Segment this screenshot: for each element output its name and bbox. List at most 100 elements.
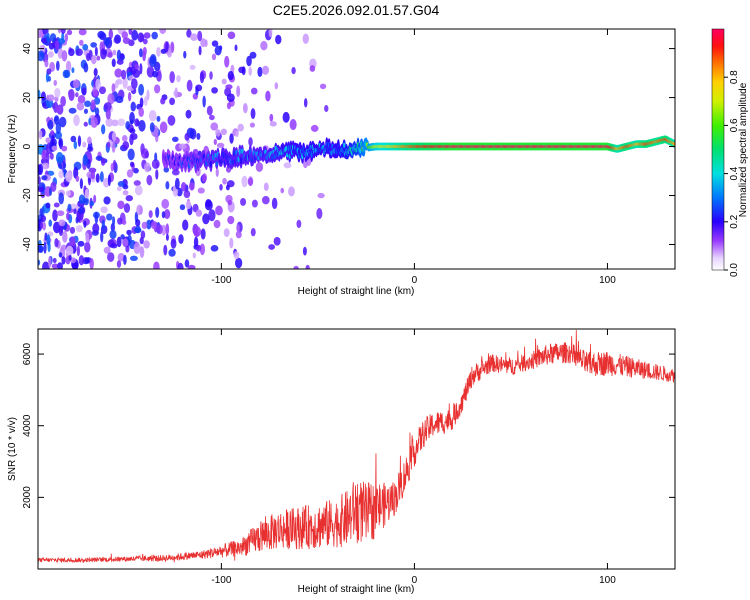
spectrogram-noise-blob	[47, 76, 52, 82]
spectrogram-noise-blob	[81, 87, 87, 96]
spectrogram-noise-blob	[269, 121, 277, 127]
spectrogram-noise-blob	[209, 71, 213, 80]
spectrogram-x-tick-label: 100	[599, 275, 616, 286]
spectrogram-noise-blob	[49, 33, 57, 42]
spectrogram-noise-blob	[122, 77, 128, 89]
spectrogram-noise-blob	[58, 163, 63, 169]
spectrogram-noise-blob	[94, 107, 100, 116]
spectrogram-noise-blob	[169, 97, 176, 106]
spectrogram-noise-blob	[215, 129, 221, 137]
spectrogram-noise-blob	[100, 231, 104, 243]
spectrogram-noise-blob	[41, 175, 48, 181]
spectrogram-noise-blob	[115, 96, 124, 104]
spectrogram-noise-blob	[198, 45, 202, 56]
spectrogram-noise-blob	[58, 224, 64, 237]
spectrogram-noise-blob	[157, 224, 163, 235]
spectrogram-noise-blob	[92, 223, 100, 234]
spectrogram-noise-blob	[58, 170, 64, 179]
spectrogram-noise-blob	[66, 29, 73, 36]
spectrogram-noise-blob	[98, 86, 107, 95]
spectrogram-noise-blob	[77, 240, 85, 247]
chart-title: C2E5.2026.092.01.57.G04	[273, 2, 440, 18]
spectrogram-noise-blob	[227, 200, 232, 206]
spectrogram-noise-blob	[210, 244, 219, 252]
spectrogram-noise-blob	[70, 257, 77, 264]
spectrogram-noise-blob	[41, 162, 50, 170]
spectrogram-noise-blob	[249, 51, 257, 59]
spectrogram-noise-blob	[123, 203, 131, 213]
spectrogram-noise-blob	[138, 83, 145, 96]
spectrogram-noise-blob	[146, 89, 150, 101]
spectrogram-ridge-core	[234, 159, 237, 165]
spectrogram-noise-blob	[201, 173, 207, 183]
spectrogram-noise-blob	[152, 70, 159, 78]
spectrogram-noise-blob	[195, 209, 203, 217]
spectrogram-noise-blob	[282, 111, 290, 123]
spectrogram-noise-blob	[126, 229, 132, 236]
snr-y-label: SNR (10 * v/v)	[7, 417, 18, 481]
spectrogram-panel: -100 0 100 -40 -20 0 20 40 Height of straight …	[7, 28, 676, 297]
spectrogram-noise-blob	[68, 254, 72, 261]
spectrogram-noise-blob	[103, 196, 111, 205]
spectrogram-noise-blob	[165, 41, 169, 53]
spectrogram-noise-blob	[107, 174, 111, 187]
spectrogram-noise-blob	[215, 205, 223, 216]
spectrogram-noise-blob	[83, 220, 87, 228]
spectrogram-noise-blob	[128, 29, 133, 35]
spectrogram-noise-blob	[72, 79, 80, 89]
spectrogram-noise-blob	[273, 236, 281, 246]
spectrogram-noise-blob	[213, 138, 217, 146]
spectrogram-noise-blob	[106, 141, 111, 149]
spectrogram-noise-blob	[226, 102, 232, 110]
spectrogram-noise-blob	[195, 244, 202, 252]
spectrogram-noise-blob	[211, 87, 218, 94]
spectrogram-noise-blob	[177, 262, 184, 269]
spectrogram-noise-blob	[61, 145, 68, 152]
spectrogram-noise-blob	[131, 29, 139, 41]
spectrogram-noise-blob	[38, 50, 45, 62]
spectrogram-noise-blob	[274, 82, 279, 90]
spectrogram-noise-blob	[69, 236, 76, 247]
spectrogram-noise-blob	[265, 90, 271, 102]
spectrogram-noise-blob	[76, 245, 81, 257]
spectrogram-noise-blob	[86, 52, 91, 62]
spectrogram-noise-blob	[75, 92, 79, 98]
spectrogram-noise-blob	[289, 118, 297, 131]
spectrogram-noise-blob	[186, 79, 193, 92]
spectrogram-noise-blob	[227, 215, 235, 225]
spectrogram-noise-blob	[128, 75, 134, 81]
spectrogram-noise-blob	[149, 122, 155, 133]
spectrogram-noise-blob	[268, 29, 273, 38]
spectrogram-noise-blob	[250, 228, 256, 237]
spectrogram-noise-blob	[114, 34, 121, 44]
spectrogram-noise-blob	[167, 51, 172, 58]
spectrogram-noise-blob	[94, 212, 99, 224]
spectrogram-noise-blob	[51, 134, 55, 146]
spectrogram-noise-blob	[146, 174, 153, 186]
spectrogram-noise-blob	[47, 50, 54, 58]
spectrogram-noise-blob	[150, 221, 158, 230]
spectrogram-noise-blob	[174, 87, 178, 99]
spectrogram-noise-blob	[171, 169, 180, 176]
spectrogram-noise-blob	[65, 170, 73, 183]
spectrogram-noise-blob	[90, 116, 98, 128]
spectrogram-noise-blob	[280, 187, 285, 194]
spectrogram-noise-blob	[114, 68, 123, 78]
spectrogram-ridge-core	[239, 157, 243, 165]
spectrogram-noise-blob	[139, 63, 143, 75]
spectrogram-noise-blob	[101, 124, 106, 135]
spectrogram-noise-blob	[237, 123, 244, 132]
spectrogram-noise-blob	[38, 163, 44, 176]
spectrogram-noise-blob	[129, 255, 138, 261]
spectrogram-noise-blob	[229, 237, 234, 249]
spectrogram-noise-blob	[107, 252, 115, 262]
spectrogram-noise-blob	[249, 122, 256, 128]
spectrogram-noise-blob	[122, 190, 129, 196]
spectrogram-noise-blob	[132, 69, 141, 78]
spectrogram-noise-blob	[75, 48, 83, 56]
spectrogram-noise-blob	[116, 236, 122, 248]
spectrogram-noise-blob	[141, 221, 148, 230]
spectrogram-noise-blob	[95, 155, 103, 161]
snr-y-axis: 2000 4000 6000	[22, 343, 675, 508]
spectrogram-noise-blob	[305, 264, 310, 269]
